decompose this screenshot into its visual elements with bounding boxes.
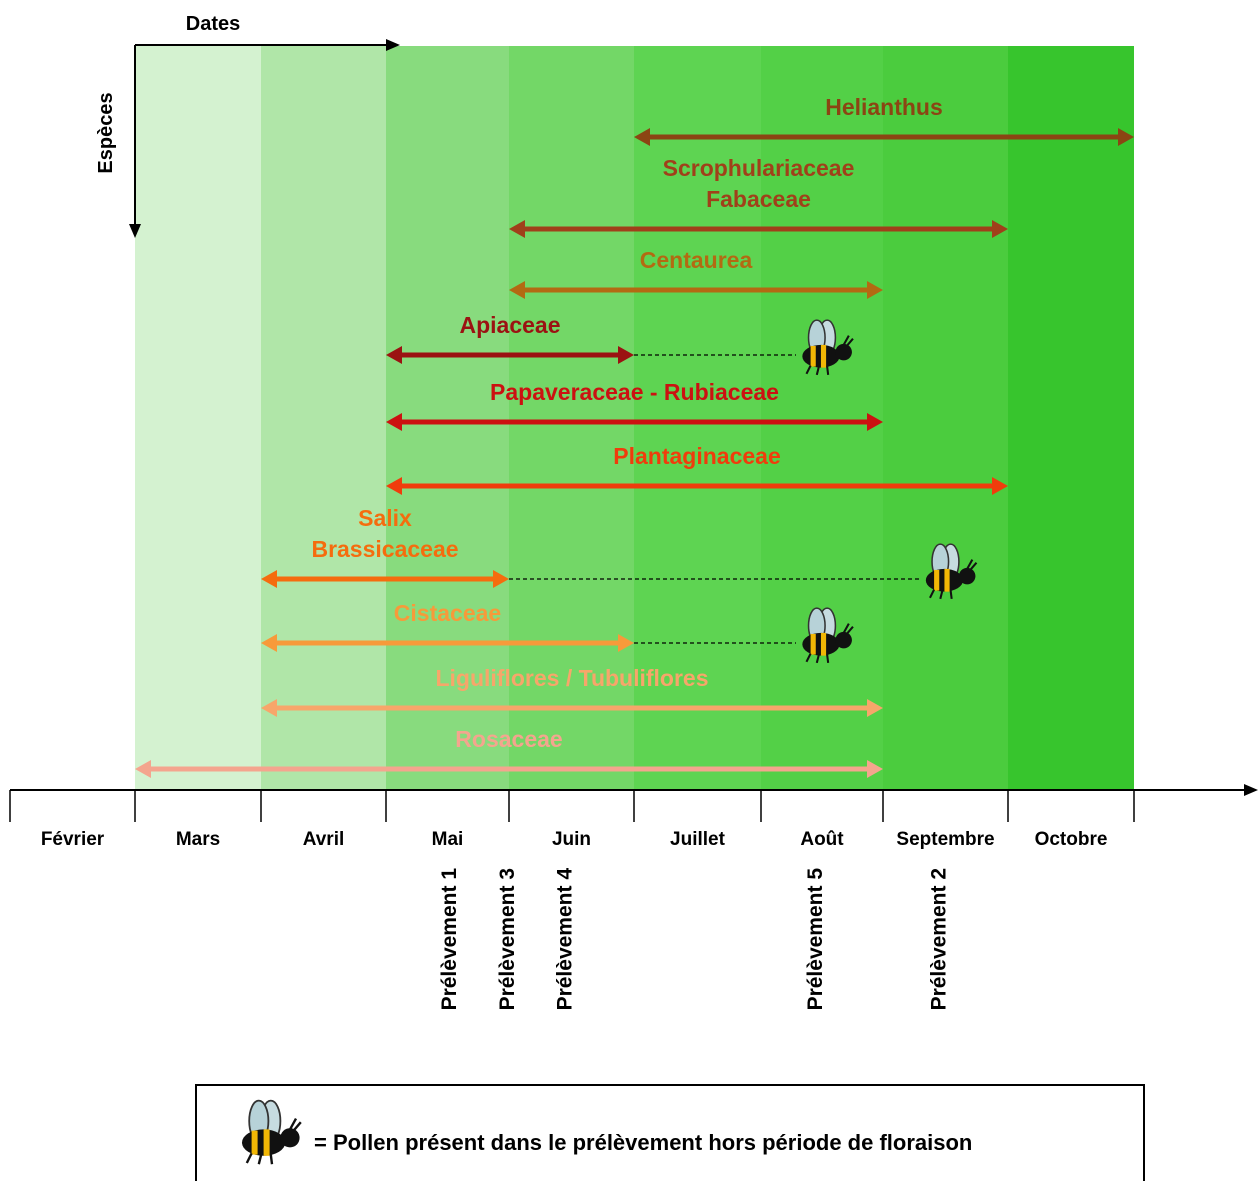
legend-box — [195, 1084, 1145, 1181]
species-rosaceae: Rosaceae — [135, 726, 883, 778]
species-plantaginaceae-head-start — [386, 477, 402, 495]
species-salix-brassicaceae-head-start — [261, 570, 277, 588]
species-apiaceae: Apiaceae — [386, 312, 854, 376]
month-bands — [135, 46, 1134, 790]
species-cistaceae-label: Cistaceae — [394, 600, 501, 626]
species-apiaceae-head-start — [386, 346, 402, 364]
species-cistaceae-head-end — [618, 634, 634, 652]
time-axis: Février Mars Avril Mai Juin Juillet Août Septem… — [9, 784, 1258, 850]
sample-prelevement-1: Prélèvement 1 — [438, 868, 461, 1011]
band-mars — [135, 46, 261, 790]
month-label-avril: Avril — [303, 829, 345, 850]
species-plantaginaceae-head-end — [992, 477, 1008, 495]
species-helianthus-head-end — [1118, 128, 1134, 146]
sample-prelevement-3: Prélèvement 3 — [496, 868, 519, 1010]
month-label-mars: Mars — [176, 829, 220, 850]
species-plantaginaceae-label: Plantaginaceae — [613, 443, 780, 469]
species-arrow-head — [129, 224, 141, 238]
dates-arrow-head — [386, 39, 400, 51]
sample-labels: Prélèvement 1 Prélèvement 3 Prélèvement 4 P… — [438, 868, 951, 1011]
species-rosaceae-head-end — [867, 760, 883, 778]
species-helianthus: Helianthus — [634, 94, 1134, 146]
species-apiaceae-head-end — [618, 346, 634, 364]
species-papaveraceae-rubiaceae-label: Papaveraceae - Rubiaceae — [490, 379, 779, 405]
species-helianthus-head-start — [634, 128, 650, 146]
sample-prelevement-2: Prélèvement 2 — [928, 868, 951, 1010]
dates-label: Dates — [186, 13, 240, 35]
month-label-fevrier: Février — [41, 829, 105, 850]
month-label-aout: Août — [800, 829, 844, 850]
species-centaurea-label: Centaurea — [640, 247, 753, 273]
species-scrophulariaceae-fabaceae-head-end — [992, 220, 1008, 238]
band-juillet — [634, 46, 761, 790]
species-papaveraceae-rubiaceae-head-end — [867, 413, 883, 431]
band-juin — [509, 46, 634, 790]
legend: = Pollen présent dans le prélèvement hor… — [195, 1084, 1145, 1181]
month-label-mai: Mai — [432, 829, 464, 850]
axis-arrow-head — [1244, 784, 1258, 796]
species-arrows: Helianthus Scrophulariaceae Fabaceae Centau… — [135, 94, 1134, 778]
band-mai — [386, 46, 509, 790]
species-rosaceae-head-start — [135, 760, 151, 778]
month-label-juin: Juin — [552, 829, 591, 850]
month-label-juillet: Juillet — [670, 829, 726, 850]
species-cistaceae: Cistaceae — [261, 600, 854, 664]
sample-prelevement-4: Prélèvement 4 — [554, 868, 577, 1011]
species-liguliflores-tubuliflores-head-end — [867, 699, 883, 717]
species-apiaceae-label: Apiaceae — [459, 312, 560, 338]
species-salix-brassicaceae-label: Salix — [358, 505, 412, 531]
species-plantaginaceae: Plantaginaceae — [386, 443, 1008, 495]
band-aout — [761, 46, 883, 790]
species-helianthus-label: Helianthus — [825, 94, 943, 120]
month-label-octobre: Octobre — [1035, 829, 1108, 850]
legend-text: = Pollen présent dans le prélèvement hor… — [314, 1130, 972, 1155]
species-centaurea: Centaurea — [509, 247, 883, 299]
band-avril — [261, 46, 386, 790]
species-papaveraceae-rubiaceae: Papaveraceae - Rubiaceae — [386, 379, 883, 431]
species-papaveraceae-rubiaceae-head-start — [386, 413, 402, 431]
species-scrophulariaceae-fabaceae: Scrophulariaceae Fabaceae — [509, 155, 1008, 238]
species-liguliflores-tubuliflores: Liguliflores / Tubuliflores — [261, 665, 883, 717]
sample-prelevement-5: Prélèvement 5 — [804, 868, 827, 1011]
species-scrophulariaceae-fabaceae-label: Fabaceae — [706, 186, 811, 212]
band-octobre — [1008, 46, 1134, 790]
species-scrophulariaceae-fabaceae-label: Scrophulariaceae — [663, 155, 855, 181]
species-liguliflores-tubuliflores-label: Liguliflores / Tubuliflores — [435, 665, 708, 691]
species-centaurea-head-end — [867, 281, 883, 299]
band-septembre — [883, 46, 1008, 790]
species-centaurea-head-start — [509, 281, 525, 299]
species-salix-brassicaceae-head-end — [493, 570, 509, 588]
species-salix-brassicaceae-label: Brassicaceae — [311, 536, 458, 562]
species-rosaceae-label: Rosaceae — [455, 726, 562, 752]
orientation-arrows: Dates Espèces — [95, 13, 400, 238]
species-salix-brassicaceae: Salix Brassicaceae — [261, 505, 978, 600]
species-cistaceae-head-start — [261, 634, 277, 652]
species-label: Espèces — [95, 92, 117, 173]
species-liguliflores-tubuliflores-head-start — [261, 699, 277, 717]
month-label-septembre: Septembre — [896, 829, 994, 850]
species-scrophulariaceae-fabaceae-head-start — [509, 220, 525, 238]
